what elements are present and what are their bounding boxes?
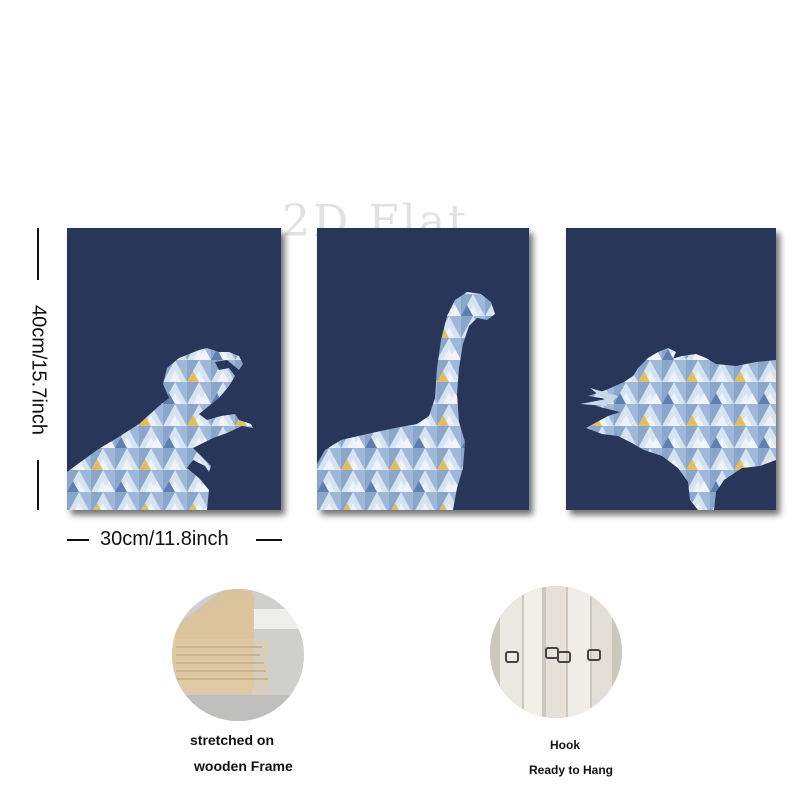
width-marker-right — [256, 539, 282, 541]
height-marker-top — [37, 228, 39, 280]
height-dimension-label: 40cm/15.7inch — [27, 304, 50, 436]
width-dimension-label: 30cm/11.8inch — [100, 528, 229, 550]
hook-photo — [490, 586, 622, 718]
frame-caption-line2: wooden Frame — [194, 758, 293, 774]
canvas-panel-triceratops — [566, 228, 776, 510]
canvas-panel-brachiosaurus — [317, 228, 529, 510]
width-marker-left — [67, 539, 89, 541]
triceratops-silhouette — [580, 348, 776, 510]
brachiosaurus-silhouette — [317, 292, 495, 510]
trex-silhouette — [67, 348, 253, 510]
hook-caption-line1: Hook — [550, 738, 580, 752]
canvas-panel-trex — [67, 228, 281, 510]
wooden-frame-photo — [172, 589, 304, 721]
frame-caption-line1: stretched on — [190, 732, 275, 748]
height-marker-bottom — [37, 460, 39, 510]
hook-caption-line2: Ready to Hang — [529, 763, 614, 777]
